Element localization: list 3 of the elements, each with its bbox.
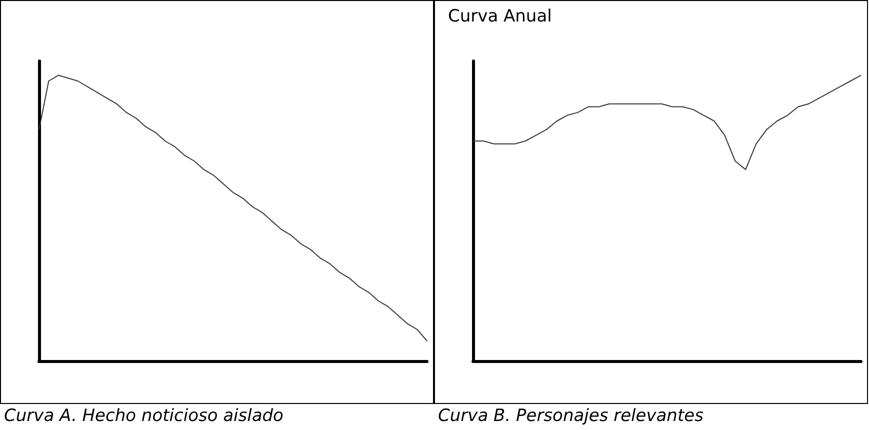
text: Curva A. Hecho noticioso aislado [4, 406, 284, 426]
text: Curva B. Personajes relevantes [438, 406, 704, 426]
chart-title: Curva Anual [448, 6, 552, 26]
